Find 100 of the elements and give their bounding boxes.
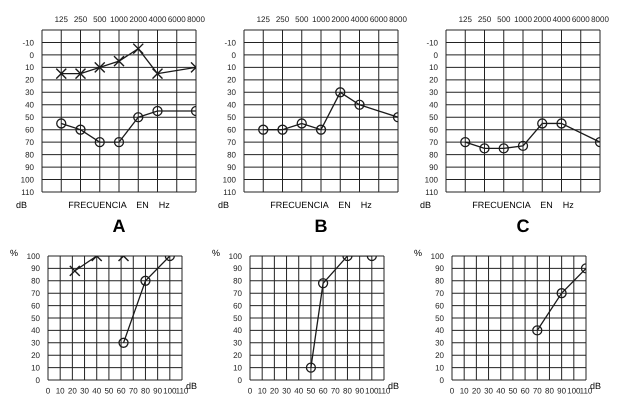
y-tick-label: 30: [227, 88, 237, 98]
y-tick-label: 80: [227, 150, 237, 160]
x-tick-label: 8000: [187, 15, 206, 24]
y-tick-label: 100: [222, 175, 237, 184]
x-tick-label: 100: [163, 386, 178, 396]
x-tick-label: 1000: [514, 15, 532, 24]
y-tick-label: 20: [25, 76, 35, 85]
x-tick-label: 50: [104, 386, 114, 396]
y-axis-title: dB: [218, 200, 230, 210]
y-tick-label: 110: [425, 188, 439, 197]
text: B: [314, 216, 328, 237]
x-tick-label: 125: [458, 15, 472, 24]
x-tick-label: 500: [497, 15, 511, 24]
y-tick-label: 70: [429, 138, 439, 147]
y-tick-label: 60: [25, 126, 35, 135]
y-tick-label: 0: [238, 376, 243, 385]
y-tick-label: 60: [227, 126, 237, 135]
y-tick-label: 50: [25, 113, 35, 122]
y-tick-label: 80: [31, 276, 41, 286]
y-tick-label: 60: [233, 301, 243, 310]
x-tick-label: 60: [318, 386, 328, 396]
x-tick-label: 4000: [552, 15, 571, 24]
x-axis-title: dB: [590, 381, 602, 391]
x-tick-label: 30: [282, 386, 292, 396]
y-tick-label: 70: [227, 138, 237, 147]
y-tick-label: 110: [223, 188, 237, 197]
x-tick-label: 80: [545, 386, 554, 396]
x-tick-label: 2000: [129, 15, 148, 24]
y-tick-label: 10: [31, 363, 41, 372]
x-tick-label: 6000: [168, 15, 186, 24]
y-tick-label: 30: [435, 338, 445, 348]
x-tick-label: 30: [484, 386, 494, 396]
x-tick-label: 20: [270, 386, 280, 396]
y-tick-label: 100: [228, 252, 243, 261]
y-tick-label: -10: [22, 38, 35, 48]
y-tick-label: 30: [429, 88, 439, 98]
x-axis-title: FRECUENCIA EN Hz: [471, 200, 575, 210]
y-tick-label: 110: [21, 188, 35, 197]
y-tick-label: 40: [227, 100, 237, 110]
text: C: [516, 216, 530, 237]
x-tick-label: 40: [294, 386, 304, 396]
y-tick-label: 90: [233, 264, 243, 274]
y-tick-label: 20: [435, 351, 445, 360]
y-tick-label: 40: [435, 326, 445, 336]
x-tick-label: 60: [116, 386, 126, 396]
x-tick-label: 500: [295, 15, 309, 24]
y-tick-label: 90: [429, 162, 439, 172]
y-tick-label: 70: [31, 289, 41, 298]
y-tick-label: 20: [227, 76, 237, 85]
y-tick-label: 10: [25, 63, 35, 72]
x-tick-label: 1000: [312, 15, 330, 24]
x-tick-label: 40: [496, 386, 506, 396]
x-tick-label: 4000: [350, 15, 369, 24]
x-tick-label: 250: [478, 15, 492, 24]
y-tick-label: 90: [435, 264, 445, 274]
x-tick-label: 110: [176, 386, 189, 396]
y-tick-label: 100: [20, 175, 35, 184]
y-tick-label: 100: [424, 175, 439, 184]
x-tick-label: 0: [450, 386, 455, 396]
y-tick-label: 50: [435, 314, 445, 323]
y-tick-label: 0: [232, 50, 237, 60]
y-axis-title: %: [212, 248, 220, 258]
y-tick-label: -10: [426, 38, 439, 48]
y-tick-label: 60: [31, 301, 41, 310]
y-tick-label: 90: [227, 162, 237, 172]
y-tick-label: 40: [25, 100, 35, 110]
y-tick-label: -10: [224, 38, 237, 48]
y-tick-label: 30: [31, 338, 41, 348]
y-tick-label: 40: [233, 326, 243, 336]
y-tick-label: 30: [25, 88, 35, 98]
x-tick-label: 125: [256, 15, 270, 24]
x-tick-label: 50: [306, 386, 316, 396]
y-tick-label: 0: [440, 376, 445, 385]
x-tick-label: 110: [378, 386, 391, 396]
x-tick-label: 6000: [370, 15, 388, 24]
x-tick-label: 2000: [533, 15, 552, 24]
y-tick-label: 0: [36, 376, 41, 385]
y-tick-label: 20: [31, 351, 41, 360]
y-tick-label: 80: [25, 150, 35, 160]
y-tick-label: 100: [430, 252, 445, 261]
x-tick-label: 8000: [389, 15, 408, 24]
x-tick-label: 40: [92, 386, 102, 396]
x-tick-label: 0: [46, 386, 51, 396]
x-tick-label: 70: [330, 386, 340, 396]
y-tick-label: 10: [435, 363, 445, 372]
x-tick-label: 2000: [331, 15, 350, 24]
x-tick-label: 0: [248, 386, 253, 396]
y-axis-title: dB: [420, 200, 432, 210]
y-tick-label: 50: [233, 314, 243, 323]
y-tick-label: 70: [435, 289, 445, 298]
y-tick-label: 90: [25, 162, 35, 172]
x-axis-title: dB: [388, 381, 400, 391]
y-tick-label: 50: [429, 113, 439, 122]
x-tick-label: 100: [365, 386, 380, 396]
x-tick-label: 20: [68, 386, 78, 396]
x-tick-label: 250: [74, 15, 88, 24]
y-axis-title: %: [10, 248, 18, 258]
x-tick-label: 80: [141, 386, 150, 396]
y-tick-label: 80: [429, 150, 439, 160]
x-tick-label: 6000: [572, 15, 590, 24]
